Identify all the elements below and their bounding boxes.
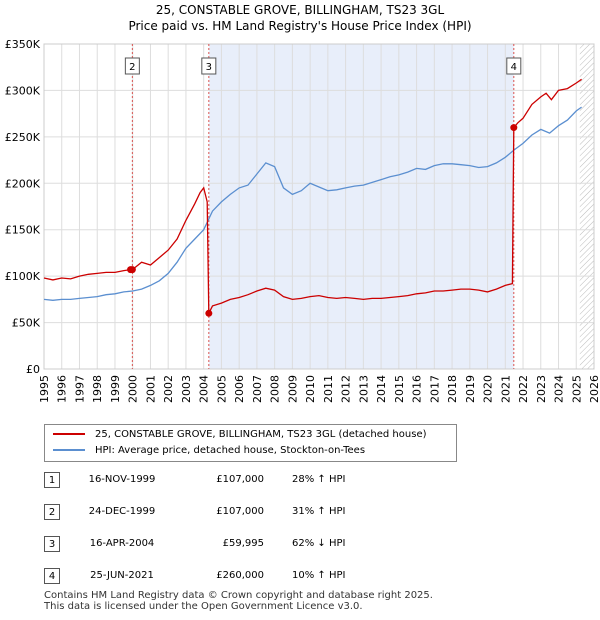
marker-label: 4 [511, 62, 517, 73]
transaction-hpi: 28% ↑ HPI [292, 474, 346, 485]
x-tick-label: 2009 [286, 375, 299, 403]
transaction-number: 2 [44, 504, 60, 520]
y-tick-label: £350K [5, 38, 41, 51]
transaction-date: 16-APR-2004 [89, 538, 155, 549]
marker-box [506, 57, 522, 75]
legend-item-hpi: HPI: Average price, detached house, Stoc… [53, 443, 365, 459]
legend-item-property: 25, CONSTABLE GROVE, BILLINGHAM, TS23 3G… [53, 427, 427, 443]
transaction-price: £107,000 [216, 506, 264, 517]
transaction-number: 1 [44, 472, 60, 488]
x-tick-label: 2006 [233, 375, 246, 403]
sale-marker [128, 266, 136, 274]
marker-box [124, 57, 140, 75]
x-tick-label: 2026 [588, 375, 600, 403]
x-tick-label: 2012 [340, 375, 353, 403]
ownership-shade [208, 44, 514, 369]
x-tick-label: 2008 [269, 375, 282, 403]
property-price-line [43, 78, 582, 314]
forecast-hatch [579, 44, 594, 369]
x-tick-label: 2002 [162, 375, 175, 403]
footer-line1: Contains HM Land Registry data © Crown c… [44, 590, 433, 601]
transaction-date: 24-DEC-1999 [88, 506, 156, 517]
x-tick-label: 2005 [215, 375, 228, 403]
x-tick-label: 2001 [144, 375, 157, 403]
sale-marker [205, 309, 213, 317]
transaction-price: £260,000 [216, 570, 264, 581]
hpi-line [43, 106, 582, 301]
x-tick-label: 1998 [91, 375, 104, 403]
y-tick-label: £200K [5, 177, 41, 190]
x-tick-label: 2003 [180, 375, 193, 403]
x-tick-label: 2019 [464, 375, 477, 403]
x-tick-label: 2025 [570, 375, 583, 403]
y-tick-label: £250K [5, 131, 41, 144]
marker-box [201, 57, 217, 75]
legend-label-property: 25, CONSTABLE GROVE, BILLINGHAM, TS23 3G… [95, 429, 427, 440]
y-tick-label: £0 [26, 363, 40, 376]
table-row: 3 16-APR-2004 £59,995 62% ↓ HPI [44, 536, 404, 554]
legend-label-hpi: HPI: Average price, detached house, Stoc… [95, 445, 366, 456]
x-tick-label: 2018 [446, 375, 459, 403]
chart-title: 25, CONSTABLE GROVE, BILLINGHAM, TS23 3G… [0, 2, 600, 34]
x-tick-label: 2023 [535, 375, 548, 403]
x-tick-label: 2004 [198, 375, 211, 403]
transaction-hpi: 62% ↓ HPI [292, 538, 346, 549]
y-tick-label: £300K [5, 84, 41, 97]
x-tick-label: 2015 [393, 375, 406, 403]
transaction-date: 25-JUN-2021 [90, 570, 154, 581]
x-tick-label: 2022 [517, 375, 530, 403]
x-tick-label: 2020 [482, 375, 495, 403]
transaction-price: £107,000 [216, 474, 264, 485]
x-tick-label: 2014 [375, 375, 388, 403]
transaction-number: 4 [44, 568, 60, 584]
x-tick-label: 2017 [428, 375, 441, 403]
y-tick-label: £50K [12, 317, 41, 330]
sale-marker [510, 124, 518, 132]
x-tick-label: 1999 [109, 375, 122, 403]
x-tick-label: 1995 [38, 375, 51, 403]
x-tick-label: 2016 [411, 375, 424, 403]
marker-label: 3 [206, 62, 212, 73]
x-tick-label: 1996 [56, 375, 69, 403]
marker-label: 2 [129, 62, 135, 73]
x-tick-label: 2024 [553, 375, 566, 403]
x-tick-label: 2007 [251, 375, 264, 403]
transaction-price: £59,995 [222, 538, 264, 549]
footer-line2: This data is licensed under the Open Gov… [44, 601, 363, 612]
table-row: 2 24-DEC-1999 £107,000 31% ↑ HPI [44, 504, 404, 522]
table-row: 4 25-JUN-2021 £260,000 10% ↑ HPI [44, 568, 404, 586]
transaction-hpi: 10% ↑ HPI [292, 570, 346, 581]
y-tick-label: £150K [5, 224, 41, 237]
y-tick-label: £100K [5, 270, 41, 283]
x-tick-label: 1997 [73, 375, 86, 403]
price-chart: £0 £50K £100K £150K £200K £250K £300K £350K 1995… [5, 38, 600, 403]
x-tick-label: 2000 [127, 375, 140, 403]
legend-swatch-property [53, 433, 85, 435]
chart-title-line1: 25, CONSTABLE GROVE, BILLINGHAM, TS23 3G… [155, 3, 445, 17]
x-tick-label: 2013 [357, 375, 370, 403]
x-tick-label: 2011 [322, 375, 335, 403]
plot-frame [43, 43, 595, 370]
x-tick-label: 2021 [499, 375, 512, 403]
transaction-number: 3 [44, 536, 60, 552]
chart-title-line2: Price paid vs. HM Land Registry's House … [128, 19, 472, 33]
table-row: 1 16-NOV-1999 £107,000 28% ↑ HPI [44, 472, 404, 490]
footer: Contains HM Land Registry data © Crown c… [44, 590, 433, 612]
legend-swatch-hpi [53, 449, 85, 451]
chart-legend: 25, CONSTABLE GROVE, BILLINGHAM, TS23 3G… [44, 424, 457, 462]
x-tick-label: 2010 [304, 375, 317, 403]
transaction-hpi: 31% ↑ HPI [292, 506, 346, 517]
transaction-date: 16-NOV-1999 [88, 474, 156, 485]
